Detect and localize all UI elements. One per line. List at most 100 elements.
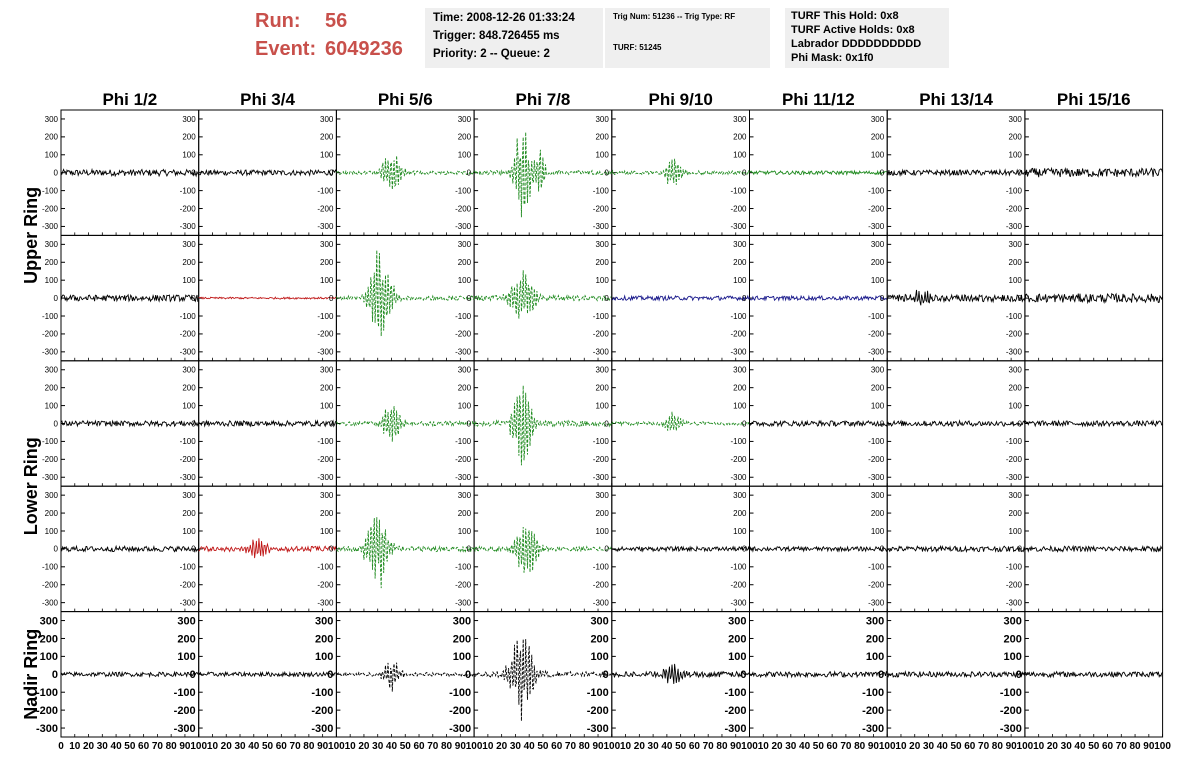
- y-tick-label: 100: [320, 401, 334, 410]
- waveform-trace: [336, 517, 475, 589]
- x-tick-label: 70: [1116, 741, 1128, 752]
- y-tick-label: -100: [1006, 312, 1023, 321]
- x-tick-label: 50: [950, 741, 962, 752]
- y-tick-label: 100: [320, 151, 334, 160]
- y-tick-label: 300: [315, 615, 333, 627]
- y-tick-label: -100: [180, 186, 197, 195]
- x-tick-label: 60: [827, 741, 839, 752]
- y-tick-label: -200: [868, 581, 885, 590]
- x-tick-label: 10: [620, 741, 632, 752]
- y-tick-label: 200: [458, 383, 472, 392]
- y-tick-label: 0: [1017, 169, 1022, 178]
- x-tick-label: 70: [978, 741, 990, 752]
- time-line: Time: 2008-12-26 01:33:24: [433, 12, 575, 24]
- y-tick-label: 200: [590, 633, 608, 645]
- y-tick-label: 300: [728, 615, 746, 627]
- y-tick-label: 300: [733, 115, 747, 124]
- x-tick-label: 20: [634, 741, 646, 752]
- y-tick-label: -300: [730, 222, 747, 231]
- waveform-trace: [611, 294, 750, 302]
- y-tick-label: -200: [317, 455, 334, 464]
- waveform-trace: [749, 169, 888, 177]
- x-tick-label: 100: [466, 741, 483, 752]
- y-tick-label: 0: [54, 169, 59, 178]
- x-tick-label: 30: [1061, 741, 1073, 752]
- waveform-trace: [611, 545, 750, 553]
- column-header: Phi 7/8: [516, 90, 571, 109]
- y-tick-label: 100: [595, 527, 609, 536]
- y-tick-label: -300: [42, 473, 59, 482]
- x-tick-label: 70: [840, 741, 852, 752]
- y-tick-label: 200: [320, 133, 334, 142]
- x-tick-label: 80: [1129, 741, 1141, 752]
- y-tick-label: -200: [730, 581, 747, 590]
- panel-frame: [886, 360, 1026, 487]
- y-tick-label: 200: [1009, 258, 1023, 267]
- y-tick-label: -300: [868, 473, 885, 482]
- y-tick-label: -200: [1006, 581, 1023, 590]
- waveform-trace: [60, 670, 199, 679]
- x-tick-label: 100: [328, 741, 345, 752]
- y-tick-label: -300: [730, 598, 747, 607]
- y-tick-label: -200: [730, 204, 747, 213]
- waveform-trace: [886, 289, 1026, 306]
- y-tick-label: 100: [733, 151, 747, 160]
- y-tick-label: -200: [1000, 705, 1022, 717]
- y-tick-label: 200: [45, 133, 59, 142]
- y-tick-label: 0: [467, 169, 472, 178]
- y-tick-label: 200: [458, 258, 472, 267]
- y-tick-label: 300: [458, 240, 472, 249]
- panel-frame: [335, 109, 475, 236]
- waveform-trace: [749, 545, 888, 553]
- y-tick-label: 300: [45, 366, 59, 375]
- y-tick-label: 300: [453, 615, 471, 627]
- x-tick-label: 40: [799, 741, 811, 752]
- y-tick-label: 300: [1009, 491, 1023, 500]
- waveform-trace: [749, 670, 888, 679]
- y-tick-label: 200: [866, 633, 884, 645]
- y-tick-label: 300: [320, 366, 334, 375]
- waveform-trace: [611, 663, 750, 684]
- y-tick-label: -200: [455, 204, 472, 213]
- y-tick-label: 100: [177, 651, 195, 663]
- panel-frame: [198, 485, 337, 613]
- waveform-trace: [473, 526, 613, 573]
- y-tick-label: -300: [42, 598, 59, 607]
- waveform-trace: [198, 419, 337, 428]
- y-tick-label: -100: [730, 563, 747, 572]
- y-tick-label: -100: [174, 687, 196, 699]
- y-tick-label: 300: [595, 491, 609, 500]
- y-tick-label: 300: [1004, 615, 1022, 627]
- y-tick-label: 200: [1009, 383, 1023, 392]
- y-tick-label: 0: [191, 419, 196, 428]
- y-tick-label: 100: [182, 401, 196, 410]
- x-tick-label: 10: [482, 741, 494, 752]
- y-tick-label: 100: [320, 276, 334, 285]
- event-value: 6049236: [325, 38, 403, 60]
- waveform-trace: [60, 293, 199, 303]
- x-tick-label: 60: [138, 741, 150, 752]
- y-tick-label: -300: [317, 348, 334, 357]
- run-value: 56: [325, 10, 348, 32]
- y-tick-label: -300: [317, 473, 334, 482]
- panel-frame: [473, 611, 613, 738]
- ring-label: Upper Ring: [21, 187, 41, 284]
- x-tick-label: 70: [152, 741, 164, 752]
- y-tick-label: 300: [182, 240, 196, 249]
- y-tick-label: -200: [42, 330, 59, 339]
- y-tick-label: -100: [593, 437, 610, 446]
- y-tick-label: -200: [1006, 455, 1023, 464]
- y-tick-label: -200: [455, 581, 472, 590]
- y-tick-label: 200: [453, 633, 471, 645]
- y-tick-label: 100: [595, 151, 609, 160]
- y-tick-label: -300: [593, 348, 610, 357]
- y-tick-label: -100: [455, 437, 472, 446]
- y-tick-label: -100: [317, 563, 334, 572]
- x-tick-label: 60: [276, 741, 288, 752]
- panel-frame: [473, 234, 613, 362]
- y-tick-label: 300: [177, 615, 195, 627]
- y-tick-label: 300: [733, 240, 747, 249]
- y-tick-label: -100: [42, 563, 59, 572]
- y-tick-label: -300: [36, 723, 58, 735]
- y-tick-label: 0: [465, 669, 471, 681]
